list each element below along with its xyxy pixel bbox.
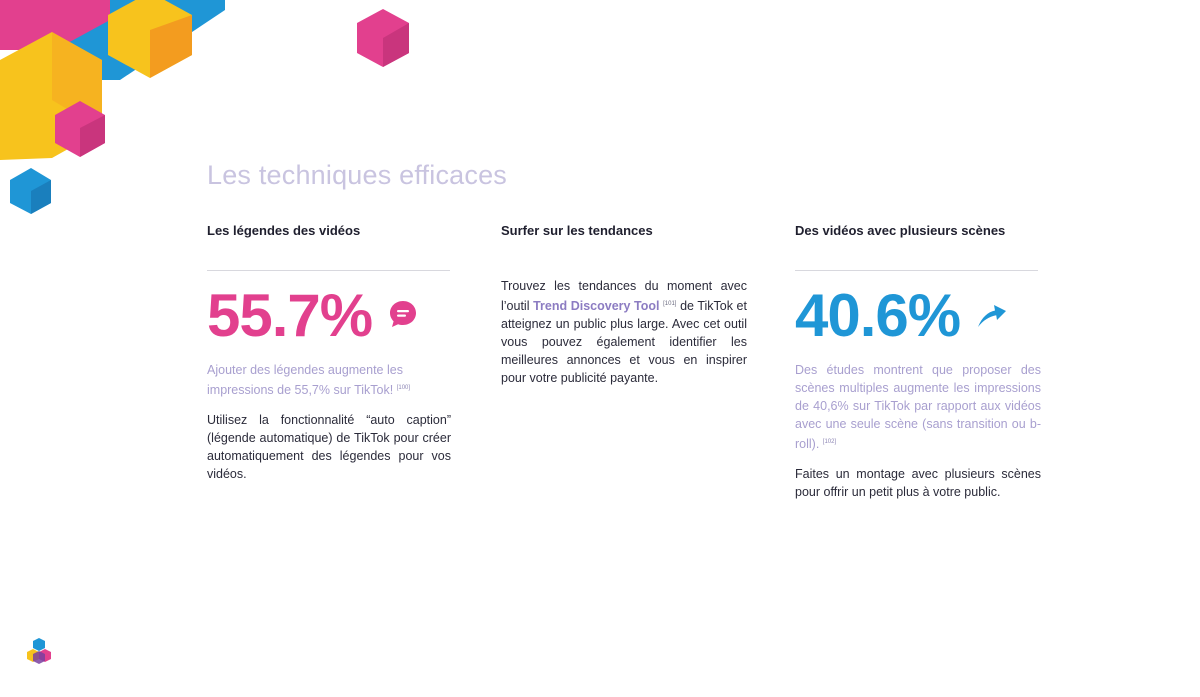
footnote-ref: [100] (396, 385, 411, 391)
column-heading: Surfer sur les tendances (501, 223, 653, 238)
divider (207, 270, 450, 271)
footnote-ref: [101] (663, 301, 677, 307)
body-text: Faites un montage avec plusieurs scènes … (795, 467, 1041, 500)
stat-value: 40.6% (795, 282, 961, 349)
page-title: Les techniques efficaces (207, 160, 507, 190)
divider (795, 270, 1038, 271)
lead-text: Des études montrent que proposer des scè… (795, 361, 1041, 453)
arrow-up-right-icon (976, 299, 1008, 334)
column-heading: Des vidéos avec plusieurs scènes (795, 223, 1006, 238)
column-multiple-scenes: Des vidéos avec plusieurs scènes 40.6% D… (795, 223, 1041, 501)
stat-value: 55.7% (207, 282, 373, 349)
speech-bubble-icon (388, 299, 418, 334)
body-text-before: Trouvez les tendances du moment avec l’o… (501, 279, 747, 314)
column-captions: Les légendes des vidéos 55.7% Ajouter de… (207, 223, 451, 483)
body-text: Utilisez la fonctionnalité “auto caption… (207, 413, 451, 482)
lead-text-content: Ajouter des légendes augmente les impres… (207, 363, 403, 398)
decorative-hexagons (0, 0, 409, 214)
column-heading: Les légendes des vidéos (207, 223, 361, 238)
column-trends: Surfer sur les tendances Trouvez les ten… (501, 223, 747, 387)
brand-logo (27, 638, 51, 664)
lead-text: Ajouter des légendes augmente les impres… (207, 361, 451, 399)
body-text-after: de TikTok et atteignez un public plus la… (501, 299, 747, 386)
trend-discovery-tool-link: Trend Discovery Tool (533, 299, 660, 314)
stat-row: 40.6% (795, 285, 1041, 347)
stat-row: 55.7% (207, 285, 451, 347)
lead-text-content: Des études montrent que proposer des scè… (795, 363, 1041, 452)
body-text: Trouvez les tendances du moment avec l’o… (501, 277, 747, 387)
footnote-ref: [102] (822, 439, 837, 445)
